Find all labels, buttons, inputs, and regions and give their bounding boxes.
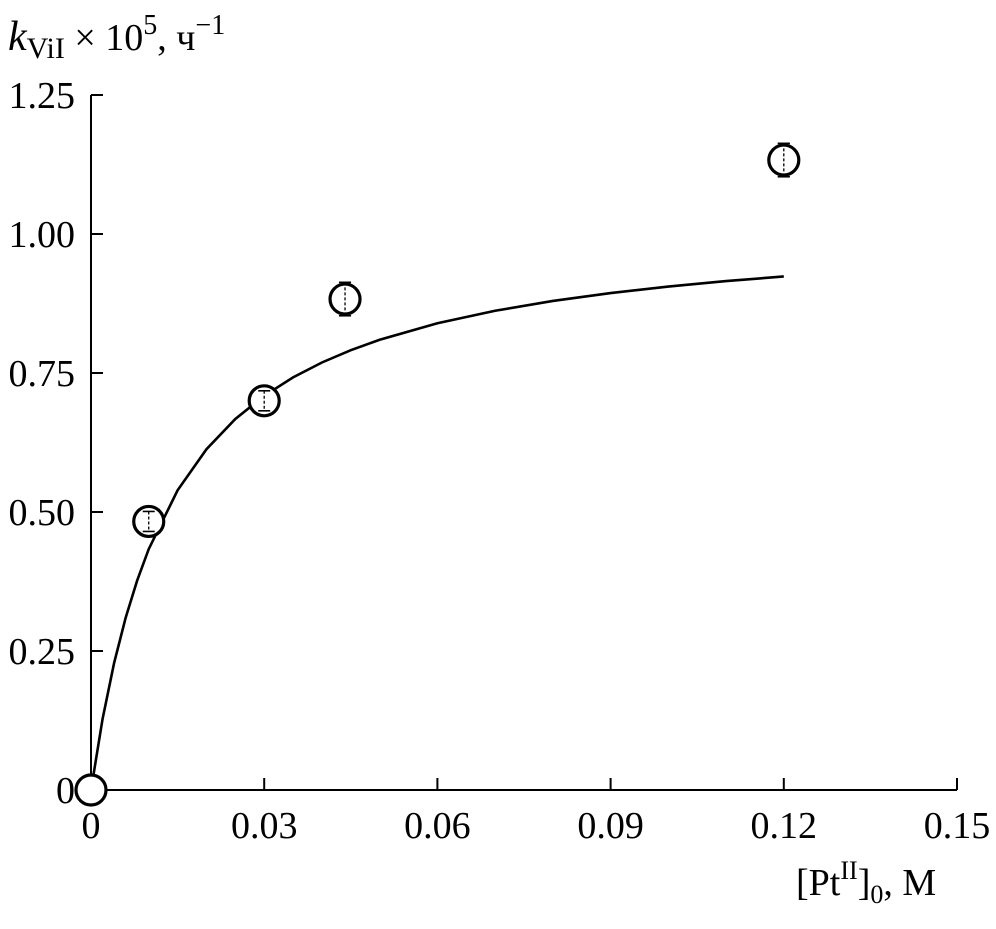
x-tick-label: 0.06 xyxy=(404,805,471,847)
point-marker xyxy=(74,773,108,807)
ticks: 0 0.03 0.06 0.09 0.12 0.15 0 0.25 0.50 0.75 1.00 1.… xyxy=(9,75,991,847)
y-tick-label: 1.25 xyxy=(9,75,76,117)
y-tick-label: 0.75 xyxy=(9,353,76,395)
data-point xyxy=(132,504,166,539)
x-axis-title-mid: ] xyxy=(858,862,871,904)
data-point xyxy=(74,773,108,807)
data-point xyxy=(247,384,281,418)
y-axis-title-var: k xyxy=(8,14,28,60)
x-axis-title-suffix: , M xyxy=(883,862,936,904)
y-axis-title-var-sub: ViI xyxy=(27,32,65,65)
data-points xyxy=(74,142,801,807)
y-axis-title-mid: × 10 xyxy=(65,17,143,59)
fit-curve-layer xyxy=(89,275,784,791)
x-axis-title-prefix: [Pt xyxy=(796,862,841,904)
y-axis-title-mid-sup: 5 xyxy=(143,10,157,41)
data-point xyxy=(767,142,801,178)
data-point xyxy=(328,281,362,317)
y-tick-label: 0.50 xyxy=(9,492,76,534)
x-axis-title-sub: 0 xyxy=(870,880,883,909)
y-axis-title-unit-sup: −1 xyxy=(195,10,225,41)
x-tick-label: 0 xyxy=(82,805,101,847)
y-axis-title: kViI × 105, ч−1 xyxy=(8,10,225,65)
x-tick-label: 0.15 xyxy=(924,805,991,847)
y-axis-title-unit: , ч xyxy=(157,17,195,59)
y-tick-label: 1.00 xyxy=(9,214,76,256)
x-tick-label: 0.12 xyxy=(751,805,818,847)
x-axis-title: [PtII]0, M xyxy=(796,856,936,909)
y-tick-label: 0 xyxy=(56,770,75,812)
x-tick-label: 0.09 xyxy=(577,805,644,847)
x-axis-title-sup: II xyxy=(840,856,857,885)
y-tick-label: 0.25 xyxy=(9,631,76,673)
x-tick-label: 0.03 xyxy=(231,805,298,847)
axes xyxy=(90,95,957,791)
fit-curve xyxy=(89,275,784,791)
